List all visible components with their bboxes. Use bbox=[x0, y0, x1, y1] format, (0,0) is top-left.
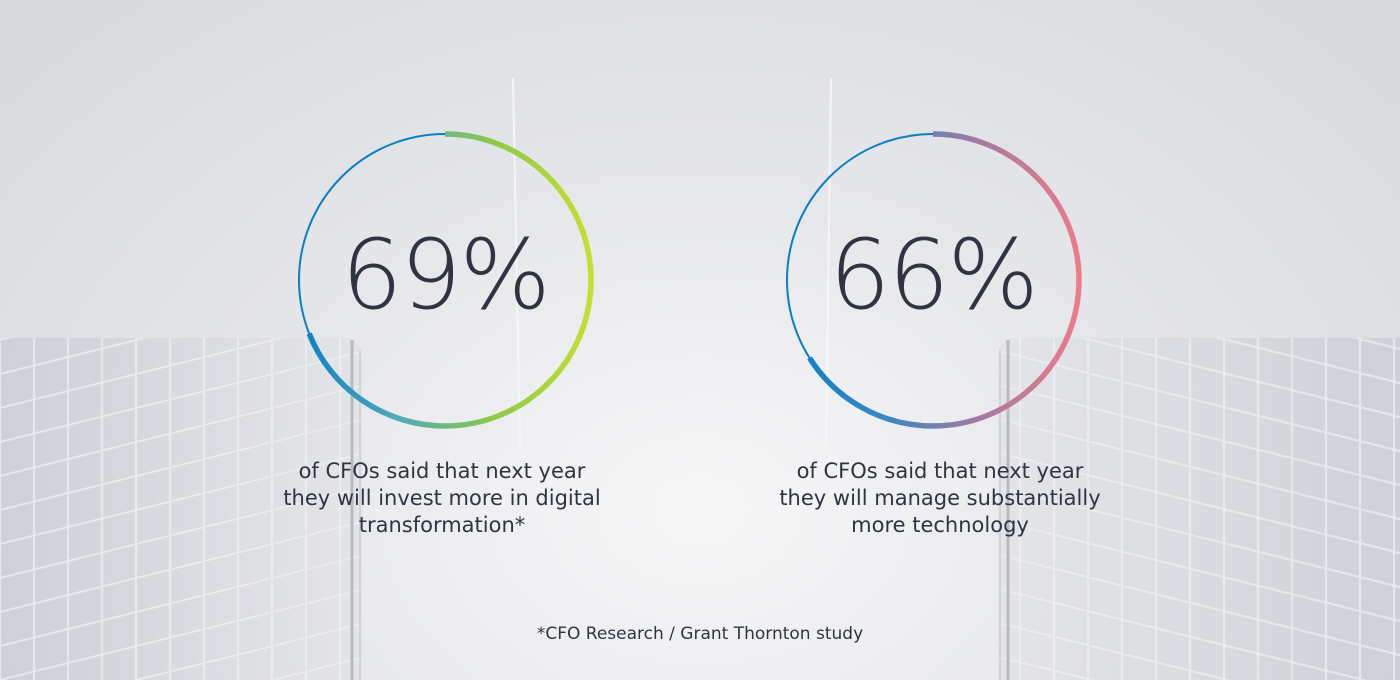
caption-line: they will manage substantially bbox=[779, 486, 1101, 510]
stat-ring-1: 69% bbox=[295, 130, 595, 430]
progress-ring bbox=[296, 131, 594, 429]
stat-caption-1: of CFOs said that next year they will in… bbox=[232, 458, 652, 539]
stat-ring-2: 66% bbox=[783, 130, 1083, 430]
stat-caption-2: of CFOs said that next year they will ma… bbox=[730, 458, 1150, 539]
caption-line: they will invest more in digital bbox=[283, 486, 601, 510]
progress-arc bbox=[296, 131, 594, 429]
stat-percentage: 69% bbox=[341, 219, 550, 331]
stat-percentage: 66% bbox=[829, 219, 1038, 331]
caption-line: of CFOs said that next year bbox=[796, 459, 1084, 483]
caption-line: of CFOs said that next year bbox=[298, 459, 586, 483]
caption-line: more technology bbox=[851, 513, 1029, 537]
caption-line: transformation* bbox=[358, 513, 526, 537]
progress-ring bbox=[784, 131, 1082, 429]
source-footnote: *CFO Research / Grant Thornton study bbox=[536, 624, 864, 644]
progress-arc bbox=[784, 131, 1082, 429]
